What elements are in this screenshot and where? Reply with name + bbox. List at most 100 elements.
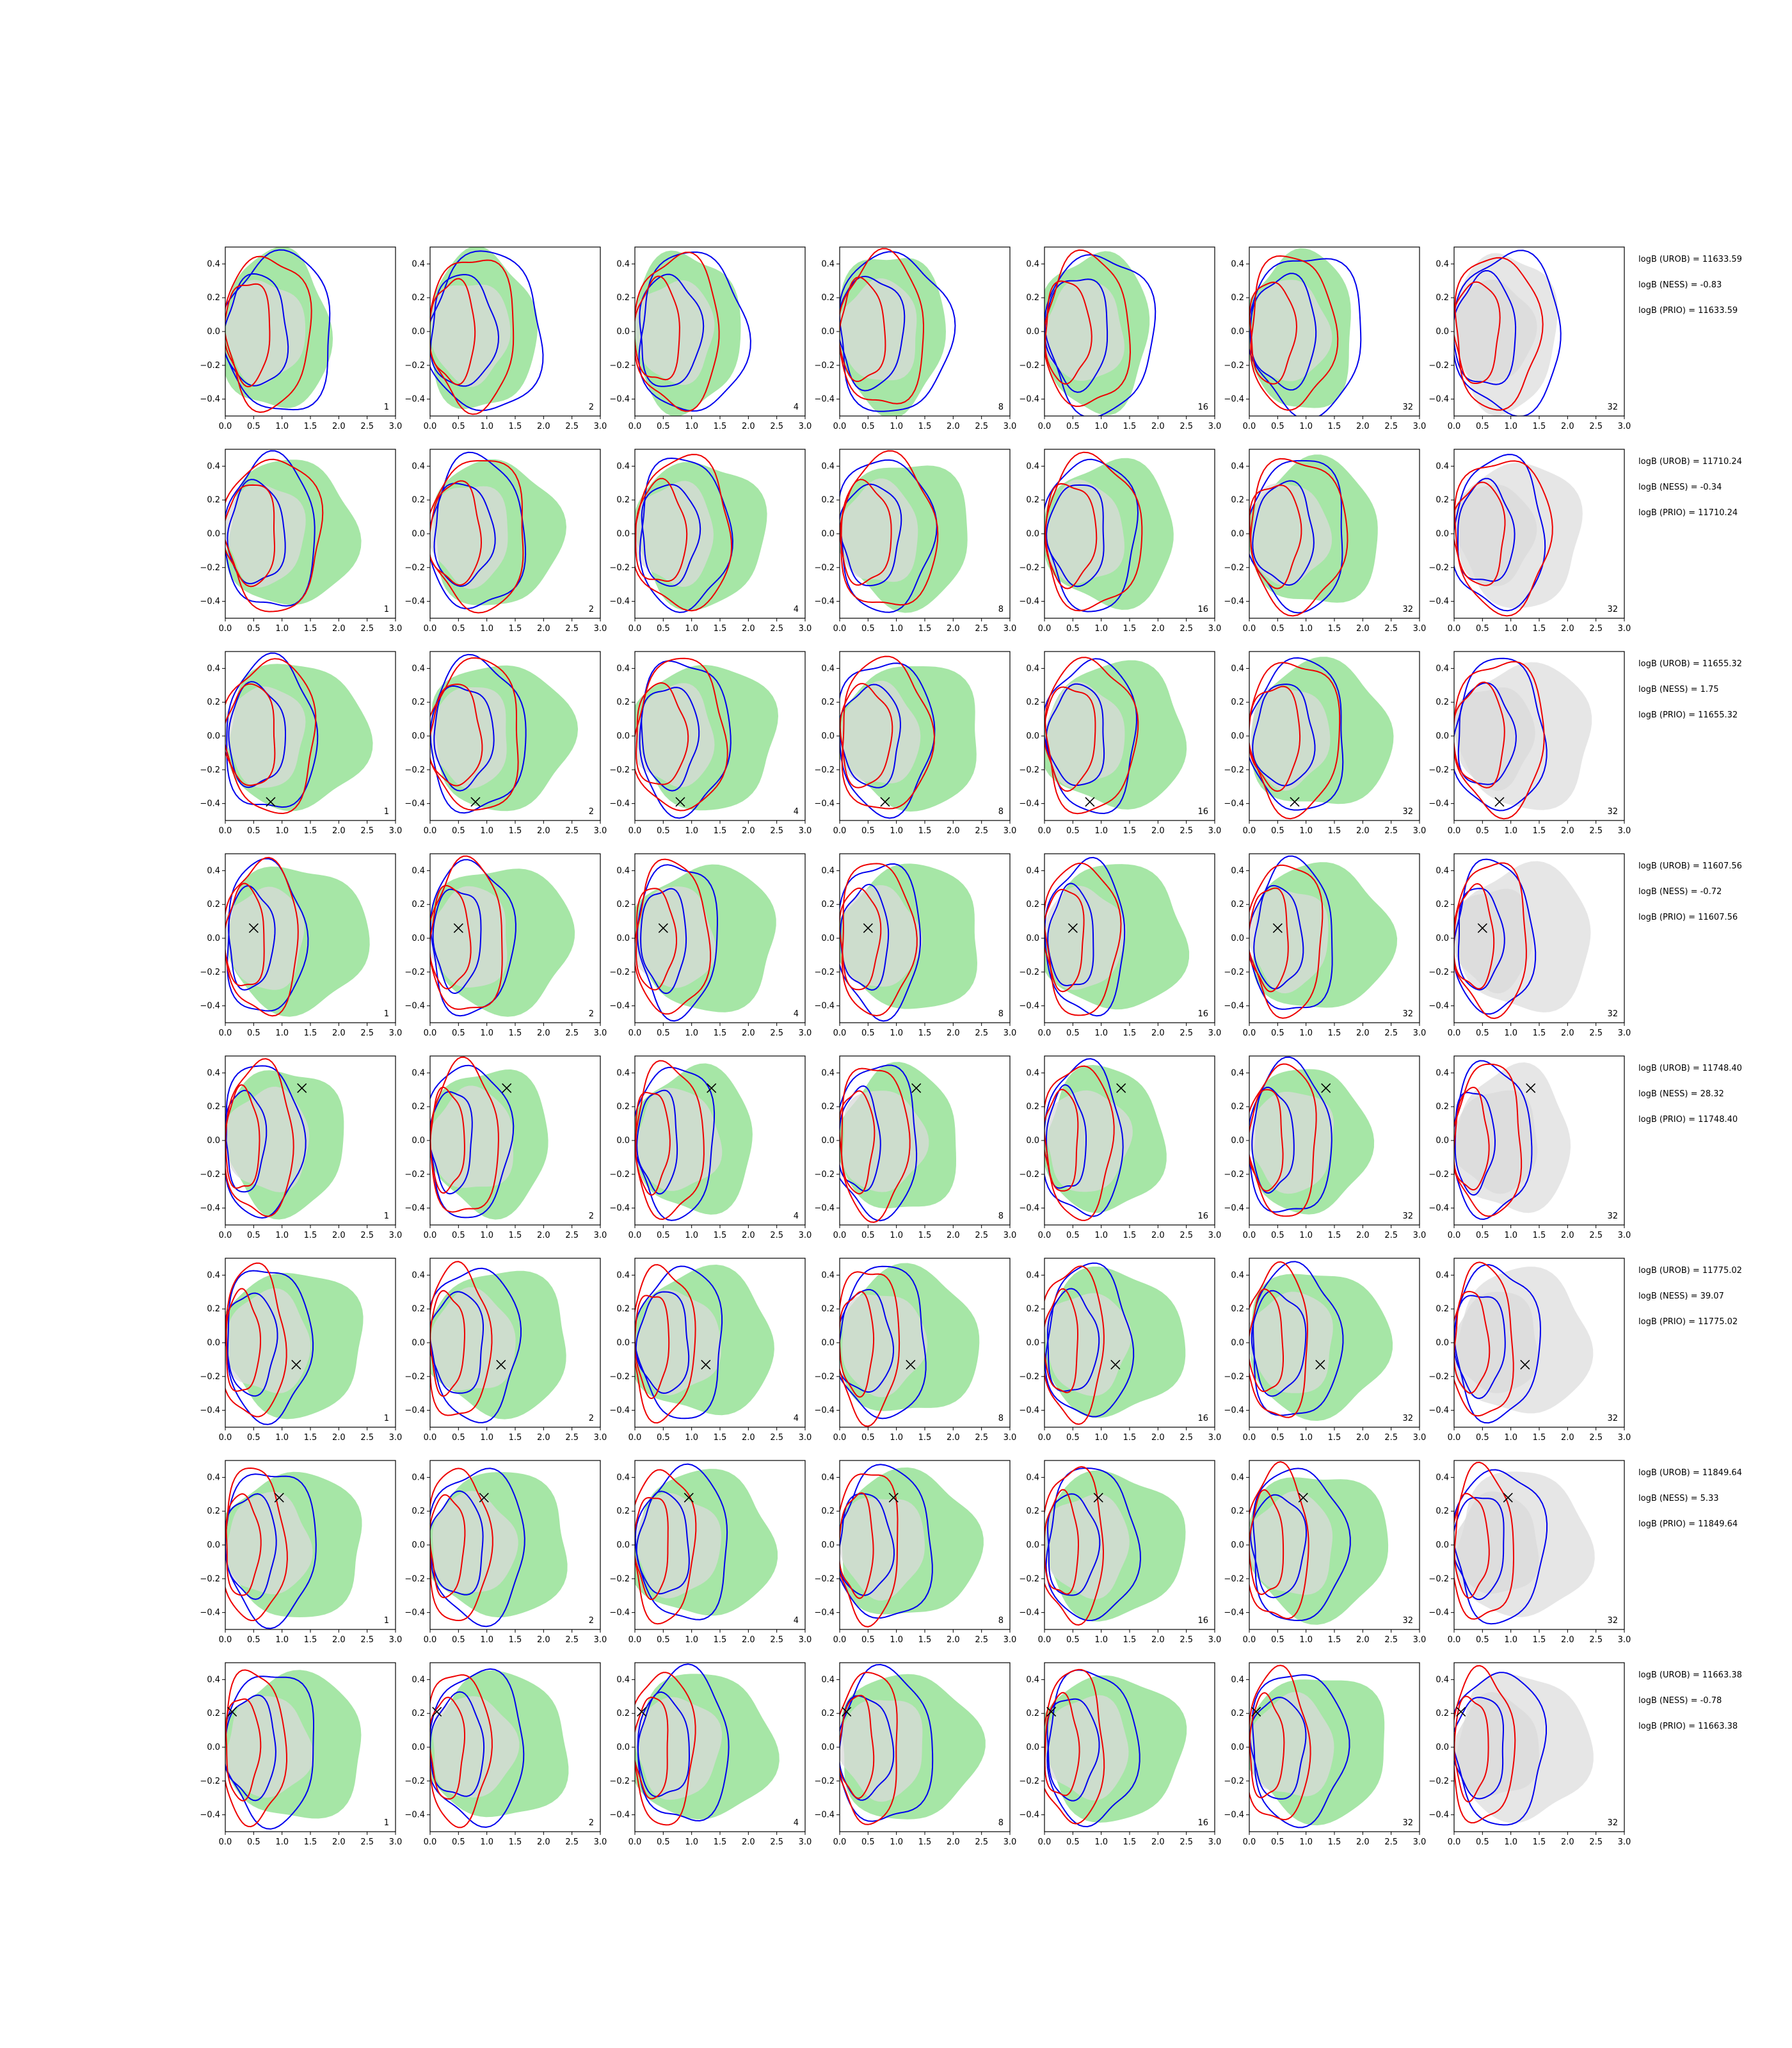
blue-contour bbox=[1046, 1493, 1101, 1596]
y-tick-label: 0.0 bbox=[412, 1136, 425, 1146]
y-tick-label: 0.0 bbox=[616, 1338, 630, 1348]
y-tick-label: −0.4 bbox=[200, 1811, 220, 1820]
blue-contour bbox=[840, 1265, 927, 1420]
gray-density-region bbox=[1044, 479, 1124, 584]
x-tick-label: 0.5 bbox=[1066, 826, 1080, 836]
true-value-marker bbox=[684, 1492, 694, 1503]
y-tick-label: 0.0 bbox=[1231, 327, 1244, 337]
y-tick-label: 0.4 bbox=[412, 461, 425, 471]
red-contour bbox=[1249, 1288, 1284, 1393]
x-tick-label: 0.5 bbox=[1271, 422, 1284, 431]
red-contour bbox=[1044, 1065, 1115, 1221]
true-value-marker bbox=[707, 1083, 717, 1093]
x-tick-label: 0.0 bbox=[1038, 826, 1052, 836]
panel: 0.0 0.5 1.0 1.5 2.0 2.5 3.0 0.4 0.2 0.0 −0.2 −0.4 32 bbox=[1224, 1055, 1426, 1240]
red-contour bbox=[225, 1493, 262, 1596]
panel-step-label: 32 bbox=[1607, 1414, 1618, 1423]
logb-stat: logB (UROB) = 11607.56 bbox=[1638, 861, 1742, 871]
x-tick-label: 0.5 bbox=[657, 1028, 670, 1038]
red-contour bbox=[840, 248, 925, 404]
red-contour bbox=[635, 454, 733, 612]
x-tick-label: 1.0 bbox=[685, 624, 698, 634]
panel-contours bbox=[430, 247, 544, 415]
y-tick-label: 0.2 bbox=[207, 1709, 220, 1718]
true-value-marker bbox=[1315, 1359, 1325, 1370]
x-tick-label: 1.5 bbox=[1328, 422, 1341, 431]
y-tick-label: −0.4 bbox=[1019, 1811, 1039, 1820]
x-tick-label: 0.5 bbox=[657, 624, 670, 634]
true-value-marker bbox=[1272, 923, 1283, 933]
panel-step-label: 4 bbox=[794, 1212, 799, 1221]
x-tick-label: 1.5 bbox=[918, 1231, 932, 1240]
red-contour bbox=[1249, 864, 1324, 1019]
x-tick-label: 0.5 bbox=[861, 1433, 875, 1443]
y-tick-label: 0.4 bbox=[821, 1675, 835, 1684]
y-tick-label: 0.4 bbox=[821, 1473, 835, 1482]
x-tick-label: 1.0 bbox=[890, 826, 903, 836]
y-tick-label: −0.4 bbox=[1019, 395, 1039, 404]
y-tick-label: 0.2 bbox=[1436, 1304, 1449, 1314]
gray-density-region bbox=[1455, 279, 1537, 381]
x-tick-label: 2.0 bbox=[742, 826, 755, 836]
red-contour bbox=[840, 1492, 874, 1599]
x-tick-label: 0.0 bbox=[1243, 1837, 1256, 1847]
gray-density-region bbox=[1454, 1090, 1538, 1194]
x-tick-label: 1.5 bbox=[304, 826, 317, 836]
panel: 0.0 0.5 1.0 1.5 2.0 2.5 3.0 0.4 0.2 0.0 −0.2 −0.4 1 bbox=[200, 1258, 402, 1443]
red-contour bbox=[1454, 1665, 1516, 1824]
x-tick-label: 1.5 bbox=[509, 1028, 522, 1038]
panel-step-label: 1 bbox=[384, 1009, 389, 1019]
x-tick-label: 1.5 bbox=[918, 1837, 932, 1847]
red-contour bbox=[635, 1672, 696, 1826]
y-tick-label: −0.2 bbox=[814, 968, 835, 977]
panel-step-label: 32 bbox=[1607, 1212, 1618, 1221]
x-tick-label: 3.0 bbox=[1618, 1231, 1631, 1240]
y-tick-label: 0.2 bbox=[1436, 293, 1449, 303]
red-contour bbox=[840, 1271, 900, 1427]
x-tick-label: 1.0 bbox=[480, 624, 493, 634]
x-tick-label: 1.0 bbox=[685, 1028, 698, 1038]
panel-contours bbox=[1454, 250, 1562, 416]
true-value-marker bbox=[1251, 1706, 1261, 1717]
y-tick-label: 0.4 bbox=[1026, 866, 1039, 876]
blue-contour bbox=[430, 250, 544, 412]
x-tick-label: 2.0 bbox=[1151, 1433, 1165, 1443]
x-tick-label: 2.5 bbox=[360, 1635, 374, 1645]
y-tick-label: −0.2 bbox=[200, 1777, 220, 1786]
y-tick-label: −0.4 bbox=[609, 395, 630, 404]
red-contour bbox=[430, 1261, 493, 1416]
x-tick-label: 1.5 bbox=[1328, 1635, 1341, 1645]
y-tick-label: 0.2 bbox=[412, 495, 425, 505]
panel-step-label: 16 bbox=[1197, 605, 1208, 614]
x-tick-label: 3.0 bbox=[389, 1433, 403, 1443]
x-tick-label: 0.5 bbox=[657, 1837, 670, 1847]
red-contour bbox=[635, 1091, 671, 1196]
y-tick-label: 0.4 bbox=[1026, 1270, 1039, 1280]
panel-contours bbox=[840, 450, 968, 613]
x-tick-label: 2.5 bbox=[1589, 1231, 1603, 1240]
y-tick-label: 0.4 bbox=[616, 1068, 630, 1078]
x-tick-label: 1.0 bbox=[275, 1433, 289, 1443]
x-tick-label: 0.5 bbox=[247, 826, 260, 836]
red-contour bbox=[430, 259, 515, 415]
blue-contour bbox=[1249, 657, 1344, 811]
x-tick-label: 1.5 bbox=[1328, 826, 1341, 836]
y-tick-label: 0.0 bbox=[1231, 732, 1244, 741]
y-tick-label: 0.0 bbox=[1026, 934, 1039, 943]
x-tick-label: 2.5 bbox=[1384, 1837, 1398, 1847]
x-tick-label: 1.0 bbox=[1094, 1635, 1108, 1645]
x-tick-label: 2.5 bbox=[360, 1433, 374, 1443]
x-tick-label: 2.5 bbox=[360, 624, 374, 634]
panel: 0.0 0.5 1.0 1.5 2.0 2.5 3.0 0.4 0.2 0.0 −0.2 −0.4 8 bbox=[814, 1258, 1016, 1443]
x-tick-label: 2.5 bbox=[770, 1231, 783, 1240]
blue-contour bbox=[1249, 258, 1362, 416]
panel-contours bbox=[1249, 1056, 1375, 1217]
red-contour bbox=[1454, 883, 1495, 990]
gray-density-region bbox=[635, 886, 716, 988]
blue-contour bbox=[639, 457, 733, 613]
true-value-marker bbox=[658, 923, 668, 933]
true-value-marker bbox=[1456, 1706, 1466, 1717]
y-tick-label: −0.2 bbox=[404, 765, 425, 775]
y-tick-label: 0.2 bbox=[821, 900, 835, 909]
x-tick-label: 2.0 bbox=[1561, 1635, 1574, 1645]
